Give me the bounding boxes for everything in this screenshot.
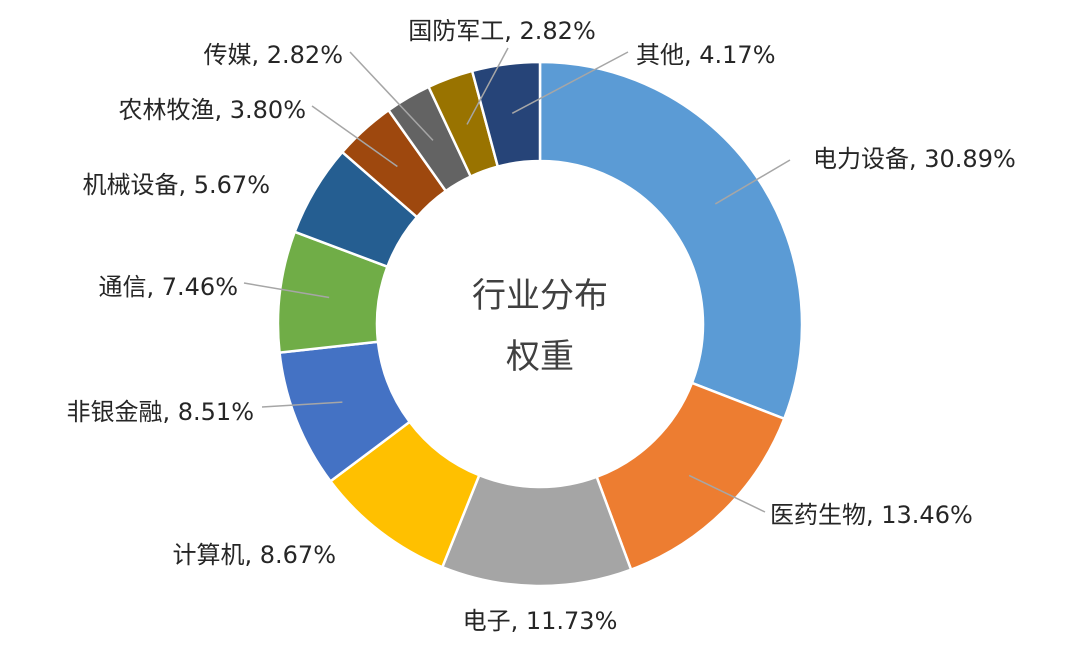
leader-line-10 bbox=[466, 47, 509, 125]
slice-label-1: 电力设备, 30.89% bbox=[813, 145, 1016, 173]
leader-line-2 bbox=[688, 474, 766, 513]
leader-line-11 bbox=[511, 51, 629, 114]
donut-slice-1 bbox=[538, 60, 804, 421]
slice-label-5: 非银金融, 8.51% bbox=[67, 398, 255, 426]
labels-layer: 电力设备, 30.89% 医药生物, 13.46% 电子, 11.73% 计算机, 8… bbox=[67, 17, 1016, 635]
leader-line-6 bbox=[243, 282, 330, 299]
slice-label-4: 计算机, 8.67% bbox=[173, 541, 337, 569]
leader-line-8 bbox=[311, 105, 398, 168]
center-title-line2: 权重 bbox=[506, 337, 574, 377]
slice-label-8: 农林牧渔, 3.80% bbox=[119, 96, 307, 124]
center-title-line1: 行业分布 bbox=[472, 276, 608, 316]
slice-label-9: 传媒, 2.82% bbox=[204, 41, 344, 69]
donut-slice-11 bbox=[470, 60, 542, 169]
slice-label-11: 其他, 4.17% bbox=[636, 41, 776, 69]
slice-label-6: 通信, 7.46% bbox=[99, 273, 239, 301]
leader-line-1 bbox=[714, 159, 791, 205]
slices-layer bbox=[276, 60, 804, 588]
slice-label-7: 机械设备, 5.67% bbox=[83, 171, 271, 199]
slice-label-10: 国防军工, 2.82% bbox=[408, 17, 596, 45]
leader-line-9 bbox=[349, 51, 434, 141]
slice-label-2: 医药生物, 13.46% bbox=[770, 501, 973, 529]
slice-label-3: 电子, 11.73% bbox=[463, 607, 618, 635]
leader-lines-layer bbox=[243, 47, 791, 513]
leader-line-5 bbox=[261, 401, 343, 408]
